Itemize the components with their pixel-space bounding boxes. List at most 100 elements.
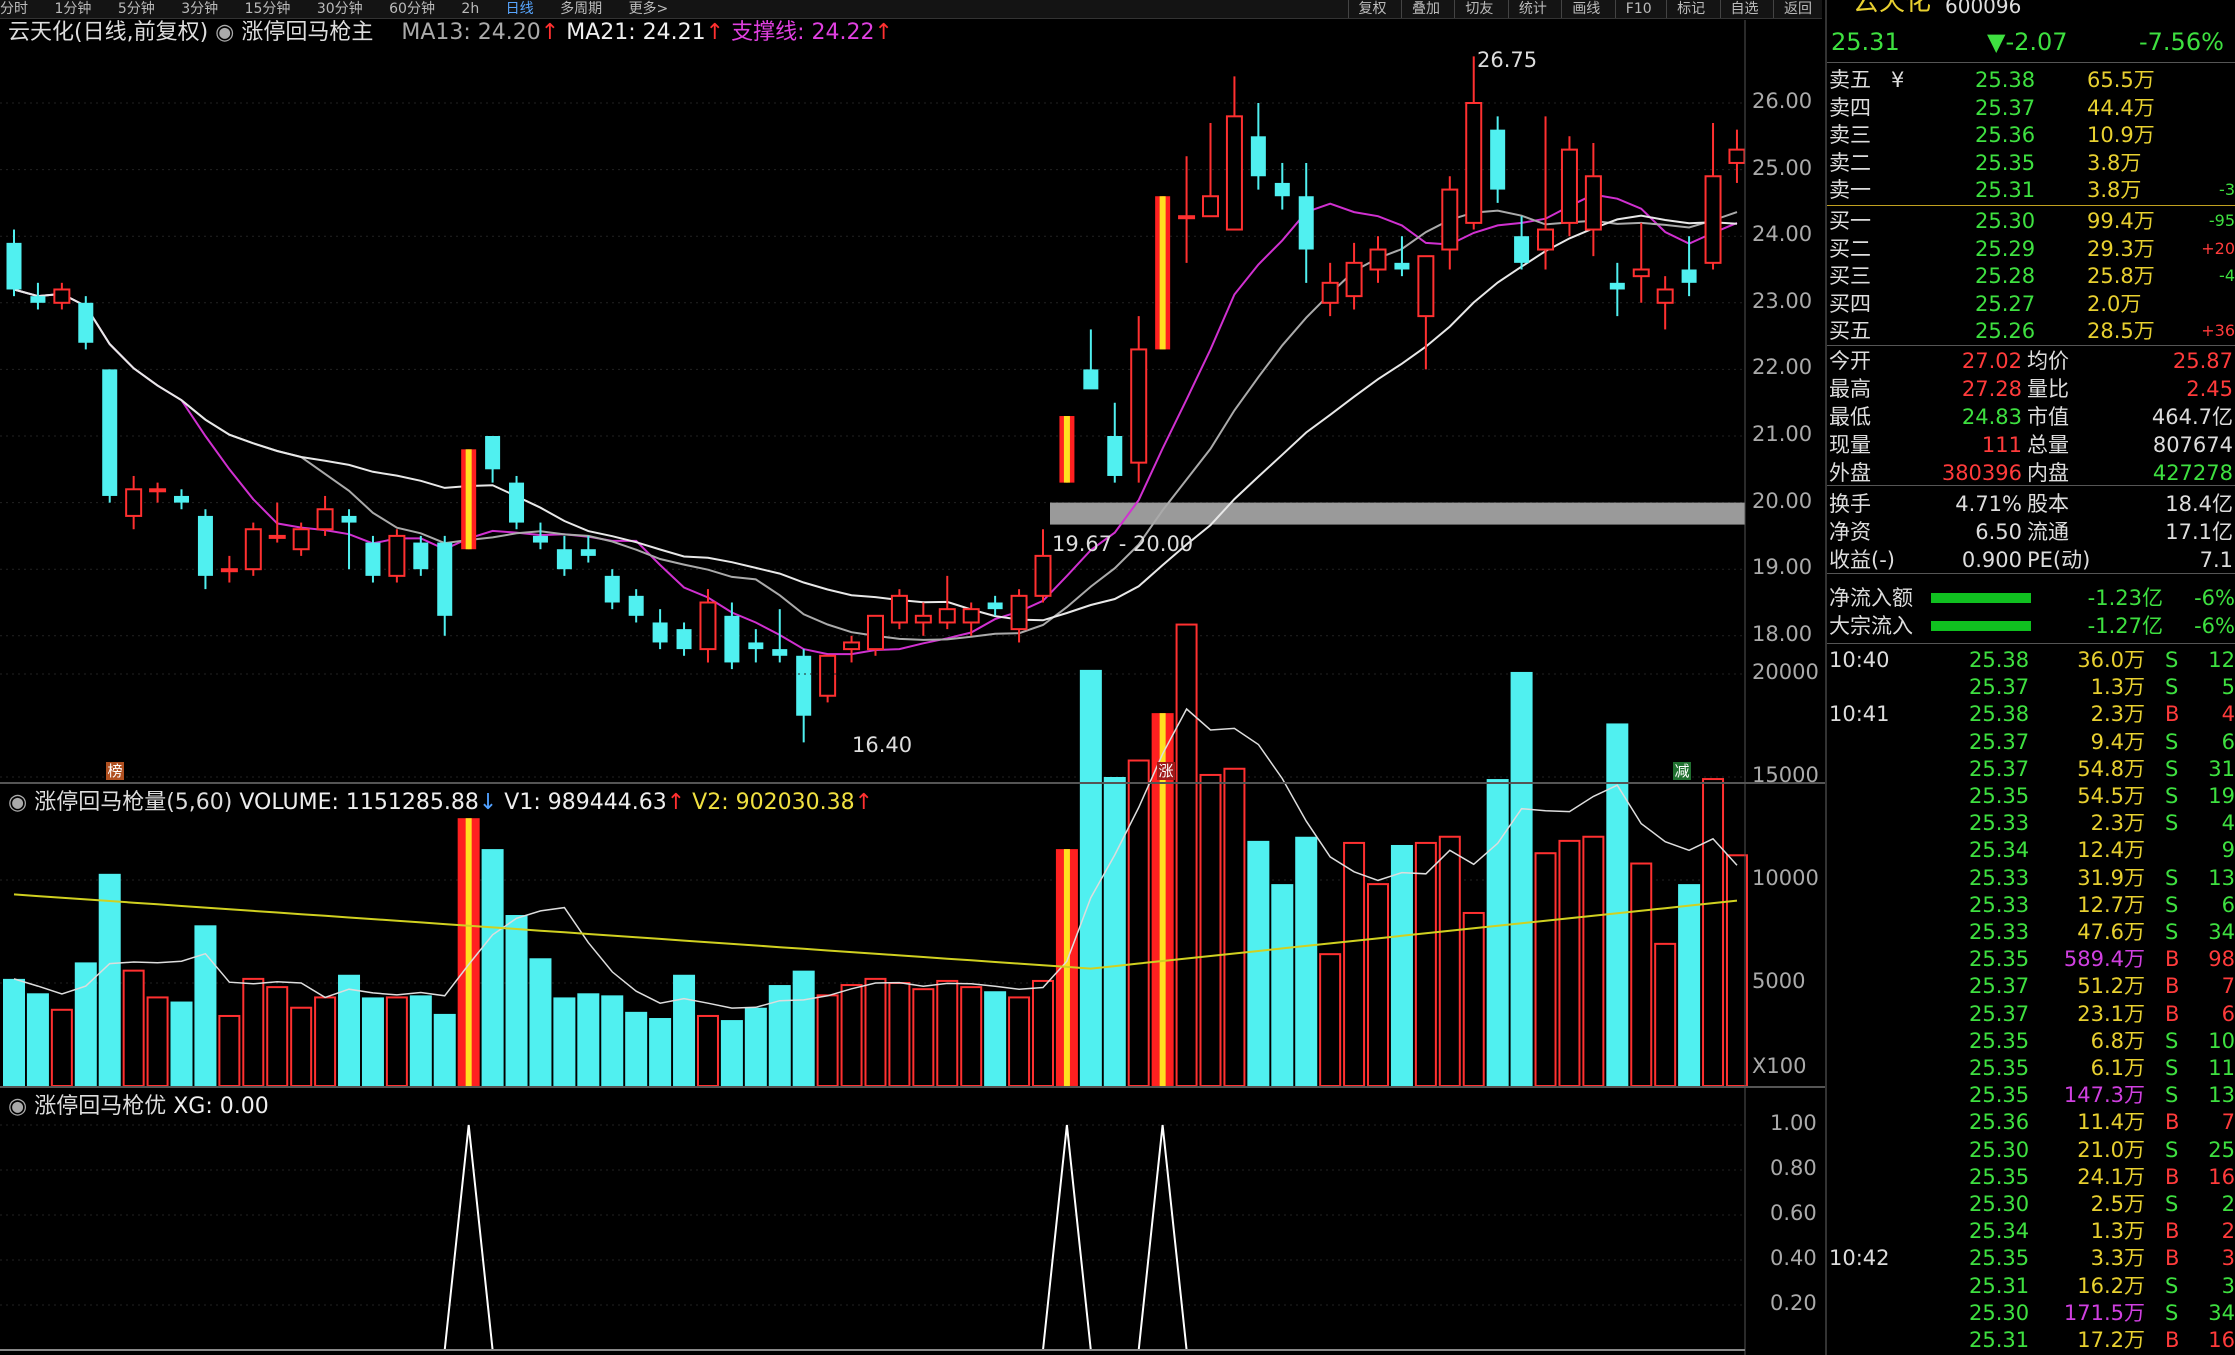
candle[interactable] <box>292 522 310 556</box>
candle[interactable] <box>556 535 572 576</box>
candle[interactable] <box>1034 529 1052 603</box>
candle[interactable] <box>1155 196 1171 350</box>
candle[interactable] <box>628 589 644 623</box>
watchlist-button[interactable]: 自选 <box>1719 0 1769 18</box>
candle[interactable] <box>1178 156 1196 263</box>
candle[interactable] <box>962 602 980 636</box>
overlay-button[interactable]: 叠加 <box>1400 0 1450 18</box>
candle[interactable] <box>1560 136 1578 237</box>
candle[interactable] <box>1681 236 1697 297</box>
candle[interactable] <box>1465 56 1483 230</box>
candle[interactable] <box>580 535 596 563</box>
period-tab-5min[interactable]: 5分钟 <box>117 1 155 17</box>
candle[interactable] <box>604 569 620 610</box>
candle[interactable] <box>485 436 501 483</box>
candle[interactable] <box>890 589 908 630</box>
candle[interactable] <box>914 602 932 636</box>
candle[interactable] <box>1059 416 1075 483</box>
draw-button[interactable]: 画线 <box>1561 0 1610 18</box>
candle[interactable] <box>1417 255 1435 370</box>
event-marker-bang[interactable]: 榜 <box>106 762 124 780</box>
candle[interactable] <box>1250 103 1266 190</box>
candle[interactable] <box>1321 262 1339 317</box>
candle[interactable] <box>1010 589 1028 643</box>
candle[interactable] <box>1202 122 1219 218</box>
candle[interactable] <box>1632 222 1650 303</box>
adjust-button[interactable]: 复权 <box>1347 0 1397 18</box>
indicator-dropdown-icon[interactable]: ◉ <box>8 790 28 815</box>
candle[interactable] <box>461 449 477 550</box>
candle[interactable] <box>1394 236 1410 277</box>
candle[interactable] <box>1345 242 1363 310</box>
candle[interactable] <box>1514 216 1530 270</box>
candle[interactable] <box>1274 162 1290 210</box>
period-tab-3min[interactable]: 3分钟 <box>181 1 219 17</box>
period-tab-1min[interactable]: 1分钟 <box>54 1 92 17</box>
candle[interactable] <box>843 635 861 663</box>
candle[interactable] <box>699 589 717 663</box>
candle[interactable] <box>987 595 1003 616</box>
candle[interactable] <box>866 614 884 656</box>
candle[interactable] <box>413 535 429 576</box>
volume-indicator-name[interactable]: 涨停回马枪量(5,60) <box>34 790 233 815</box>
period-tab-daily[interactable]: 日线 <box>505 1 534 17</box>
candle[interactable] <box>125 475 143 530</box>
candle[interactable] <box>796 649 812 743</box>
candle[interactable] <box>532 522 548 550</box>
candle[interactable] <box>149 482 167 503</box>
candle[interactable] <box>509 475 525 530</box>
candle[interactable] <box>1298 162 1314 283</box>
candle[interactable] <box>1537 116 1555 270</box>
candle[interactable] <box>938 575 956 630</box>
candle[interactable] <box>748 629 764 663</box>
candle[interactable] <box>1490 116 1506 203</box>
candle[interactable] <box>772 609 788 663</box>
period-tab-more[interactable]: 更多> <box>628 1 669 17</box>
candle[interactable] <box>1369 236 1387 283</box>
candle[interactable] <box>220 555 238 583</box>
candle[interactable] <box>1225 76 1243 231</box>
candle[interactable] <box>197 509 213 590</box>
candle[interactable] <box>1656 276 1674 330</box>
signal-indicator-name[interactable]: 涨停回马枪优 <box>34 1094 167 1119</box>
candle[interactable] <box>1609 262 1625 317</box>
candle[interactable] <box>437 535 453 636</box>
period-tab-15min[interactable]: 15分钟 <box>244 1 291 17</box>
period-tab-2h[interactable]: 2h <box>461 1 480 17</box>
candle[interactable] <box>30 282 46 310</box>
mark-button[interactable]: 标记 <box>1666 0 1715 18</box>
candle[interactable] <box>1441 176 1459 270</box>
candle[interactable] <box>1584 142 1602 257</box>
candle[interactable] <box>6 229 22 297</box>
candle[interactable] <box>819 654 837 703</box>
candle[interactable] <box>102 369 118 503</box>
indicator-dropdown-icon[interactable]: ◉ <box>215 20 235 45</box>
candle[interactable] <box>174 489 190 510</box>
event-marker-zhang[interactable]: 涨 <box>1157 762 1175 780</box>
back-button[interactable]: 返回 <box>1773 0 1822 18</box>
candle[interactable] <box>316 495 334 536</box>
f10-button[interactable]: F10 <box>1614 0 1662 18</box>
main-indicator-name[interactable]: 涨停回马枪主 <box>241 20 374 45</box>
candle[interactable] <box>388 529 406 583</box>
candle[interactable] <box>365 535 381 583</box>
event-marker-jian[interactable]: 减 <box>1673 762 1691 780</box>
candle[interactable] <box>1728 129 1746 183</box>
candle[interactable] <box>676 622 692 656</box>
period-tab-60min[interactable]: 60分钟 <box>389 1 435 17</box>
kline-chart[interactable] <box>0 0 1825 1355</box>
stats-button[interactable]: 统计 <box>1507 0 1557 18</box>
candle[interactable] <box>244 522 262 576</box>
period-tab-multi[interactable]: 多周期 <box>560 1 603 17</box>
candle[interactable] <box>652 609 668 650</box>
candle[interactable] <box>1083 329 1099 390</box>
candle[interactable] <box>78 296 94 350</box>
candle[interactable] <box>1704 122 1722 270</box>
switch-button[interactable]: 切友 <box>1454 0 1503 18</box>
candle[interactable] <box>1130 316 1148 483</box>
period-tab-fenshi[interactable]: 分时 <box>0 1 28 17</box>
candle[interactable] <box>53 282 71 310</box>
period-tab-30min[interactable]: 30分钟 <box>316 1 363 17</box>
candle[interactable] <box>1107 402 1123 483</box>
candle[interactable] <box>724 602 740 670</box>
